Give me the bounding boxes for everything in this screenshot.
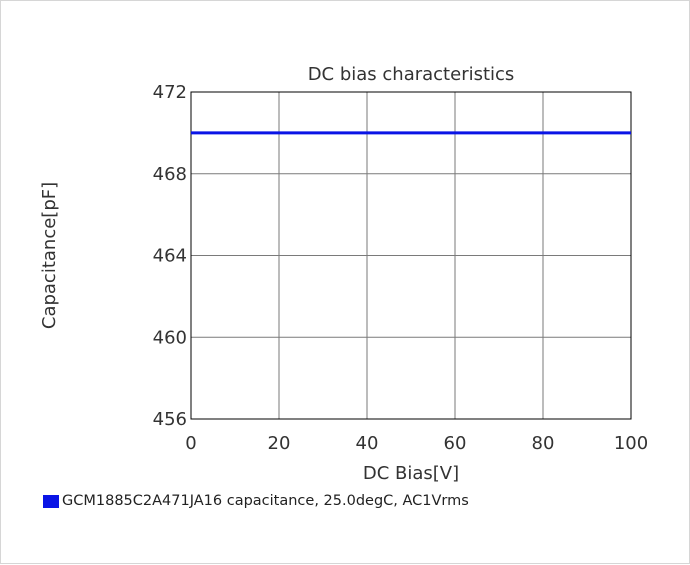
tick-labels: 0 20 40 60 80 100 456 460 464 468 472 — [153, 82, 649, 454]
legend-label: GCM1885C2A471JA16 capacitance, 25.0degC,… — [62, 493, 469, 509]
x-axis-label: DC Bias[V] — [363, 463, 459, 484]
plot-area — [190, 91, 632, 420]
legend: GCM1885C2A471JA16 capacitance, 25.0degC,… — [43, 493, 469, 509]
x-tick-label: 40 — [356, 433, 379, 454]
y-tick-label: 472 — [153, 82, 187, 103]
x-tick-label: 100 — [614, 433, 648, 454]
y-tick-label: 456 — [153, 409, 187, 430]
grid — [190, 91, 632, 420]
y-tick-label: 460 — [153, 327, 187, 348]
legend-swatch — [43, 494, 59, 508]
y-tick-label: 468 — [153, 164, 187, 185]
x-tick-label: 60 — [444, 433, 467, 454]
x-tick-label: 0 — [185, 433, 196, 454]
chart-title: DC bias characteristics — [308, 64, 515, 85]
x-tick-label: 80 — [532, 433, 555, 454]
x-tick-label: 20 — [268, 433, 291, 454]
y-tick-label: 464 — [153, 246, 187, 267]
y-axis-label: Capacitance[pF] — [39, 182, 60, 329]
